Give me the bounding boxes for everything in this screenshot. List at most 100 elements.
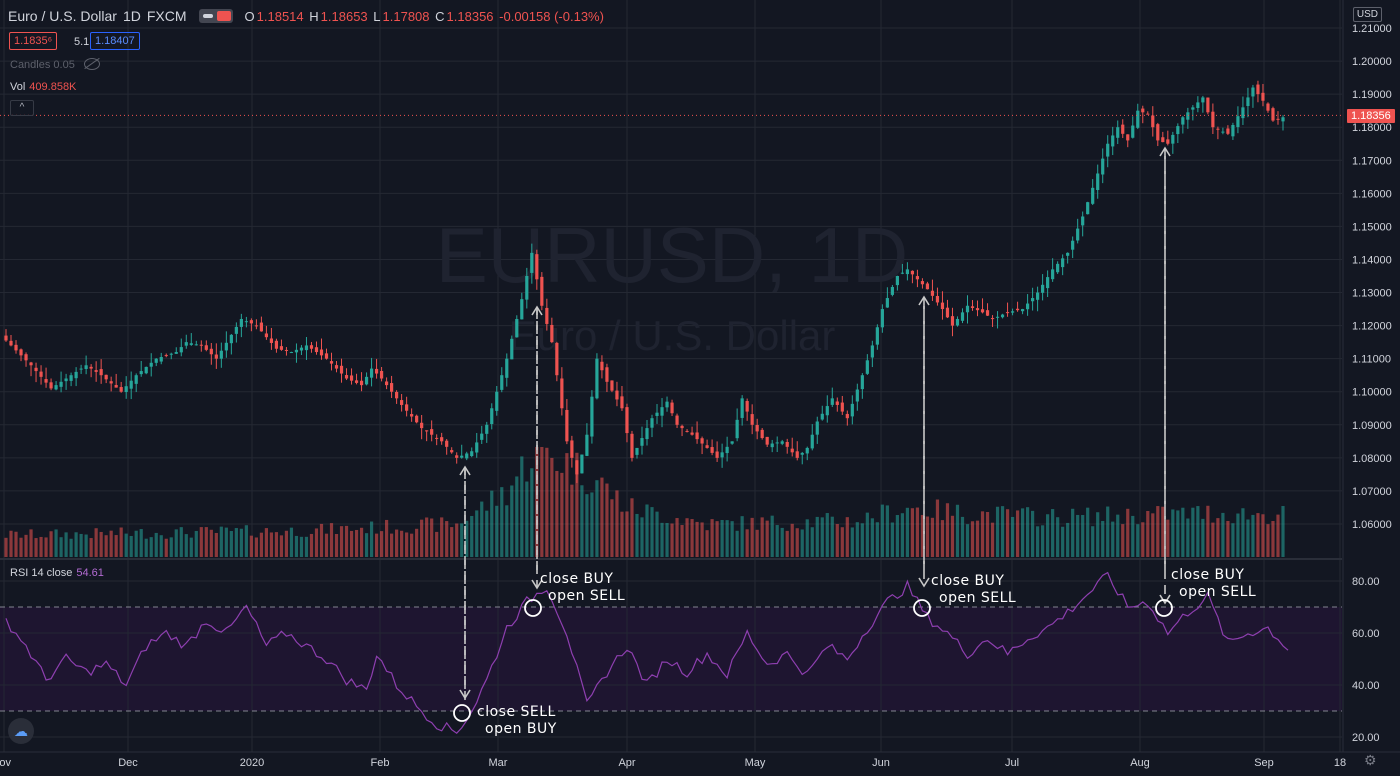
candle-body bbox=[675, 415, 679, 425]
volume-bar bbox=[234, 528, 238, 557]
candle-body bbox=[765, 436, 769, 445]
annotation-text-line1: close BUY bbox=[540, 571, 613, 587]
volume-bar bbox=[1261, 514, 1265, 557]
candle-body bbox=[1005, 312, 1010, 314]
volume-bar bbox=[770, 515, 774, 557]
low-value: 1.17808 bbox=[382, 8, 430, 24]
candle-body bbox=[950, 316, 955, 326]
volume-bar bbox=[880, 504, 884, 557]
candle-body bbox=[59, 381, 63, 387]
candle-body bbox=[700, 438, 704, 444]
volume-bar bbox=[450, 527, 454, 557]
volume-bar bbox=[865, 512, 869, 557]
candle-body bbox=[294, 349, 299, 353]
tradingview-logo-icon[interactable]: ☁ bbox=[8, 718, 34, 744]
candles-indicator-label[interactable]: Candles 0.05 bbox=[10, 59, 75, 71]
volume-bar bbox=[304, 536, 309, 557]
buy-price-button[interactable]: 1.18407 bbox=[90, 32, 140, 50]
volume-bar bbox=[1000, 506, 1005, 557]
volume-bar bbox=[925, 516, 930, 557]
volume-bar bbox=[1076, 514, 1080, 557]
annotation-arrowhead bbox=[459, 465, 471, 476]
volume-bar bbox=[1251, 514, 1255, 557]
price-axis-label: 1.11000 bbox=[1352, 354, 1391, 366]
volume-bar bbox=[945, 503, 950, 557]
candle-body bbox=[600, 361, 604, 371]
volume-bar bbox=[665, 522, 669, 557]
annotation-arrowhead bbox=[918, 295, 930, 306]
candle-body bbox=[830, 398, 834, 405]
candle-body bbox=[194, 344, 198, 346]
candle-body bbox=[14, 344, 18, 351]
candle-body bbox=[89, 366, 93, 369]
annotation-circle bbox=[1155, 599, 1173, 617]
candle-body bbox=[69, 375, 73, 381]
volume-bar bbox=[139, 529, 143, 557]
candle-body bbox=[435, 437, 439, 439]
volume-bar bbox=[570, 484, 574, 557]
candle-body bbox=[1246, 97, 1250, 107]
volume-bar bbox=[309, 533, 314, 557]
candle-body bbox=[620, 396, 624, 409]
collapse-legend-button[interactable]: ^ bbox=[10, 100, 34, 116]
volume-bar bbox=[555, 470, 559, 557]
candle-body bbox=[680, 425, 684, 429]
candle-body bbox=[505, 358, 509, 378]
volume-bar bbox=[480, 501, 484, 557]
interval-label[interactable]: 1D bbox=[122, 8, 141, 24]
volume-bar bbox=[965, 524, 970, 557]
candle-body bbox=[495, 391, 499, 411]
candle-body bbox=[199, 344, 203, 346]
annotation-circle bbox=[913, 599, 931, 617]
volume-bar bbox=[79, 533, 83, 557]
volume-bar bbox=[405, 532, 409, 557]
volume-bar bbox=[660, 522, 664, 557]
candle-body bbox=[189, 343, 193, 345]
volume-bar bbox=[810, 527, 814, 557]
volume-bar bbox=[1005, 509, 1010, 557]
candle-body bbox=[1025, 303, 1030, 310]
candle-body bbox=[229, 334, 233, 344]
candle-body bbox=[1066, 252, 1070, 256]
volume-bar bbox=[590, 492, 594, 557]
candle-body bbox=[415, 415, 419, 423]
rsi-legend[interactable]: RSI 14 close 54.61 bbox=[10, 567, 104, 579]
candle-body bbox=[655, 412, 659, 416]
high-label: H bbox=[309, 8, 319, 24]
volume-bar bbox=[955, 504, 960, 557]
candle-body bbox=[510, 338, 514, 360]
candle-body bbox=[650, 418, 654, 428]
volume-bar bbox=[294, 535, 299, 557]
volume-legend[interactable]: Vol 409.858K bbox=[10, 81, 76, 93]
currency-button[interactable]: USD bbox=[1352, 7, 1382, 22]
volume-bar bbox=[289, 527, 294, 557]
symbol-name[interactable]: Euro / U.S. Dollar bbox=[8, 8, 117, 24]
candle-body bbox=[470, 451, 474, 457]
candle-body bbox=[1081, 216, 1085, 226]
market-status-toggle[interactable] bbox=[198, 9, 233, 23]
candle-body bbox=[1216, 128, 1220, 130]
candle-body bbox=[515, 318, 519, 338]
volume-bar bbox=[349, 530, 354, 557]
hidden-eye-icon[interactable] bbox=[84, 58, 100, 70]
volume-bar bbox=[795, 528, 799, 557]
volume-bar bbox=[29, 529, 33, 557]
candle-body bbox=[460, 455, 464, 458]
candle-body bbox=[925, 283, 930, 290]
candle-body bbox=[780, 441, 784, 444]
candle-body bbox=[1241, 107, 1245, 119]
volume-bar bbox=[369, 521, 374, 557]
price-axis-label: 1.10000 bbox=[1352, 387, 1392, 399]
volume-bar bbox=[164, 538, 168, 557]
candle-body bbox=[715, 451, 719, 458]
candle-body bbox=[710, 447, 714, 453]
settings-gear-icon[interactable]: ⚙ bbox=[1364, 752, 1377, 768]
candle-body bbox=[1091, 187, 1095, 204]
volume-bar bbox=[685, 518, 689, 557]
volume-bar bbox=[1271, 521, 1275, 557]
candle-body bbox=[204, 345, 208, 350]
volume-bar bbox=[284, 530, 289, 557]
candle-body bbox=[405, 404, 409, 411]
sell-price-button[interactable]: 1.1835⁶ bbox=[9, 32, 58, 50]
